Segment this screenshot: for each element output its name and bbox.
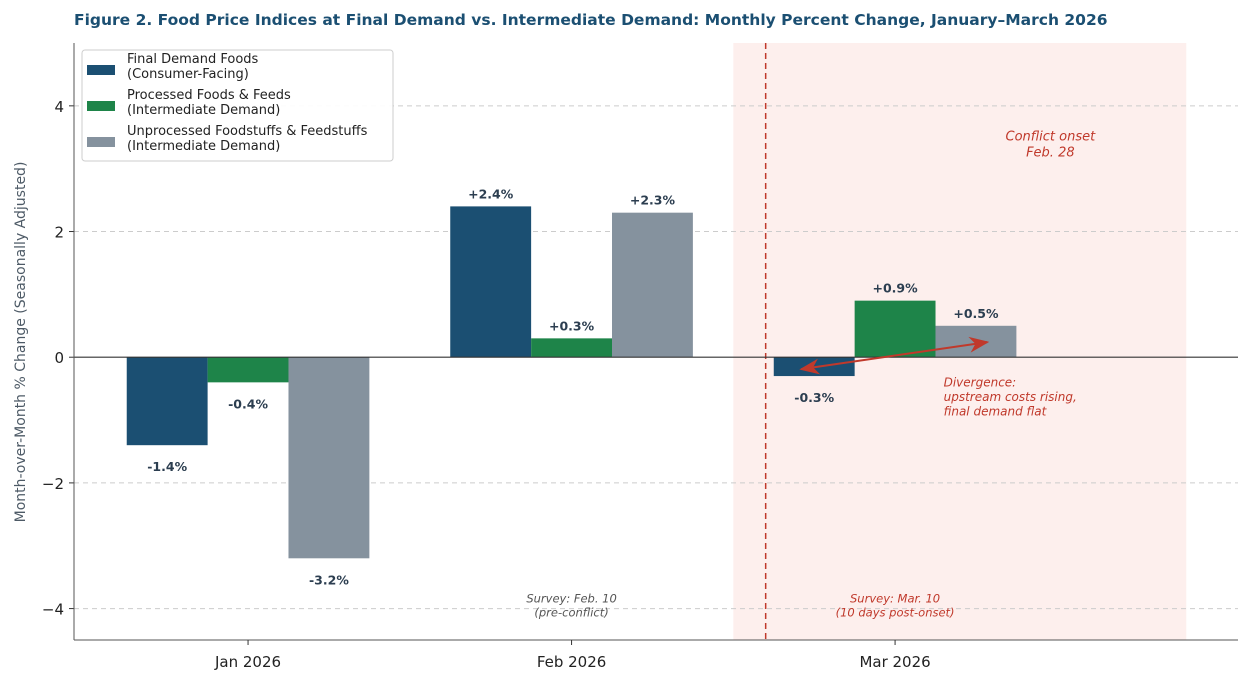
survey-feb-annotation: Survey: Feb. 10 (pre-conflict) — [526, 591, 616, 619]
legend-swatch — [87, 137, 115, 147]
bar — [612, 212, 693, 358]
bar — [288, 357, 370, 559]
bar-data-label: +0.3% — [549, 318, 595, 333]
legend-label: Unprocessed Foodstuffs & Feedstuffs (Inte… — [127, 124, 368, 154]
bar-data-label: +0.5% — [953, 306, 999, 321]
bar — [531, 338, 613, 358]
bar-data-label: -3.2% — [309, 572, 349, 587]
bar — [450, 206, 532, 358]
legend-swatch — [87, 101, 115, 111]
legend-box — [81, 49, 394, 162]
divergence-arrow — [799, 336, 990, 375]
x-tick-label: Mar 2026 — [859, 653, 930, 671]
survey-mar-annotation: Survey: Mar. 10 (10 days post-onset) — [836, 591, 955, 619]
x-tick-label: Jan 2026 — [214, 653, 281, 671]
bar — [854, 300, 936, 358]
y-tick-label: 0 — [54, 349, 64, 367]
y-tick-label: 2 — [54, 224, 64, 242]
y-tick-label: 4 — [54, 98, 64, 116]
y-tick-label: −4 — [42, 601, 64, 619]
bar — [207, 357, 289, 383]
bar-data-label: +2.3% — [630, 193, 676, 208]
bar-data-label: +0.9% — [872, 281, 918, 296]
y-axis-label: Month-over-Month % Change (Seasonally Ad… — [13, 162, 29, 523]
bar-data-label: -0.4% — [228, 396, 268, 411]
x-tick-label: Feb 2026 — [537, 653, 607, 671]
bar — [935, 325, 1017, 358]
legend-label: Final Demand Foods (Consumer-Facing) — [127, 52, 259, 82]
bar-data-label: -0.3% — [794, 390, 834, 405]
y-tick-label: −2 — [42, 475, 64, 493]
divergence-annotation: Divergence: upstream costs rising, final d… — [944, 376, 1077, 419]
bar-data-label: +2.4% — [468, 186, 514, 201]
bar-data-label: -1.4% — [147, 459, 187, 474]
legend-swatch — [87, 65, 115, 75]
conflict-onset-annotation: Conflict onset Feb. 28 — [1006, 129, 1097, 160]
bar — [126, 357, 208, 446]
chart-title: Figure 2. Food Price Indices at Final De… — [74, 11, 1108, 29]
legend-label: Processed Foods & Feeds (Intermediate Dem… — [127, 88, 291, 118]
